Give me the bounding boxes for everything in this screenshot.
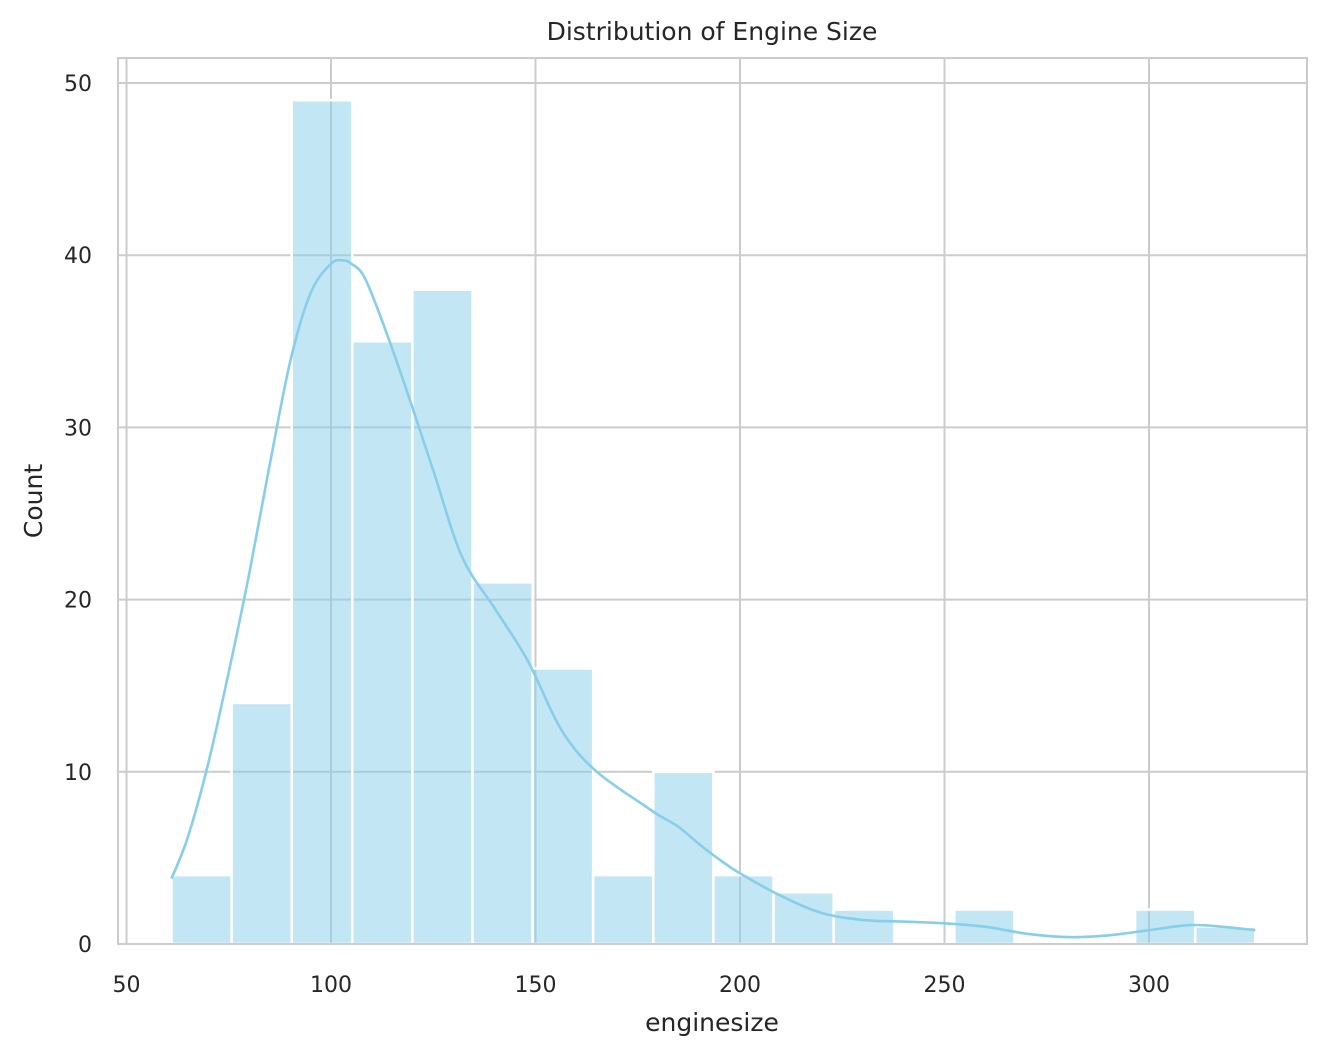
y-tick-label: 40 [64,244,92,269]
plot-frame [117,57,1308,945]
histogram-bars [170,98,1257,946]
x-tick-label: 250 [924,973,966,998]
histogram-bar [170,873,233,946]
histogram-bar [230,701,293,946]
histogram-bar [832,908,896,946]
histogram-bar [531,667,595,946]
y-axis-label: Count [19,464,48,538]
histogram-bar [471,581,534,946]
kde-curve [170,258,1256,939]
histogram-bar [290,98,354,946]
y-tick-label: 30 [64,416,92,441]
histogram-bar [591,873,655,946]
y-tick-label: 10 [64,761,92,786]
x-tick-label: 150 [515,973,557,998]
histogram-bar [411,288,474,946]
x-tick-label: 100 [310,973,352,998]
x-tick-label: 200 [719,973,761,998]
y-tick-label: 50 [64,72,92,97]
histogram-bar [351,340,414,946]
y-tick-label: 0 [78,933,92,958]
x-tick-labels: 50 100 150 200 250 300 [113,973,1171,998]
x-tick-label: 50 [113,973,141,998]
y-tick-labels: 0 10 20 30 40 50 [64,72,92,958]
y-tick-label: 20 [64,589,92,614]
histogram-bar [712,873,775,946]
x-axis-label: enginesize [645,1008,779,1037]
histogram-bar [652,770,715,946]
x-tick-label: 300 [1128,973,1170,998]
chart-title: Distribution of Engine Size [547,17,878,46]
histogram-bar [772,891,835,946]
